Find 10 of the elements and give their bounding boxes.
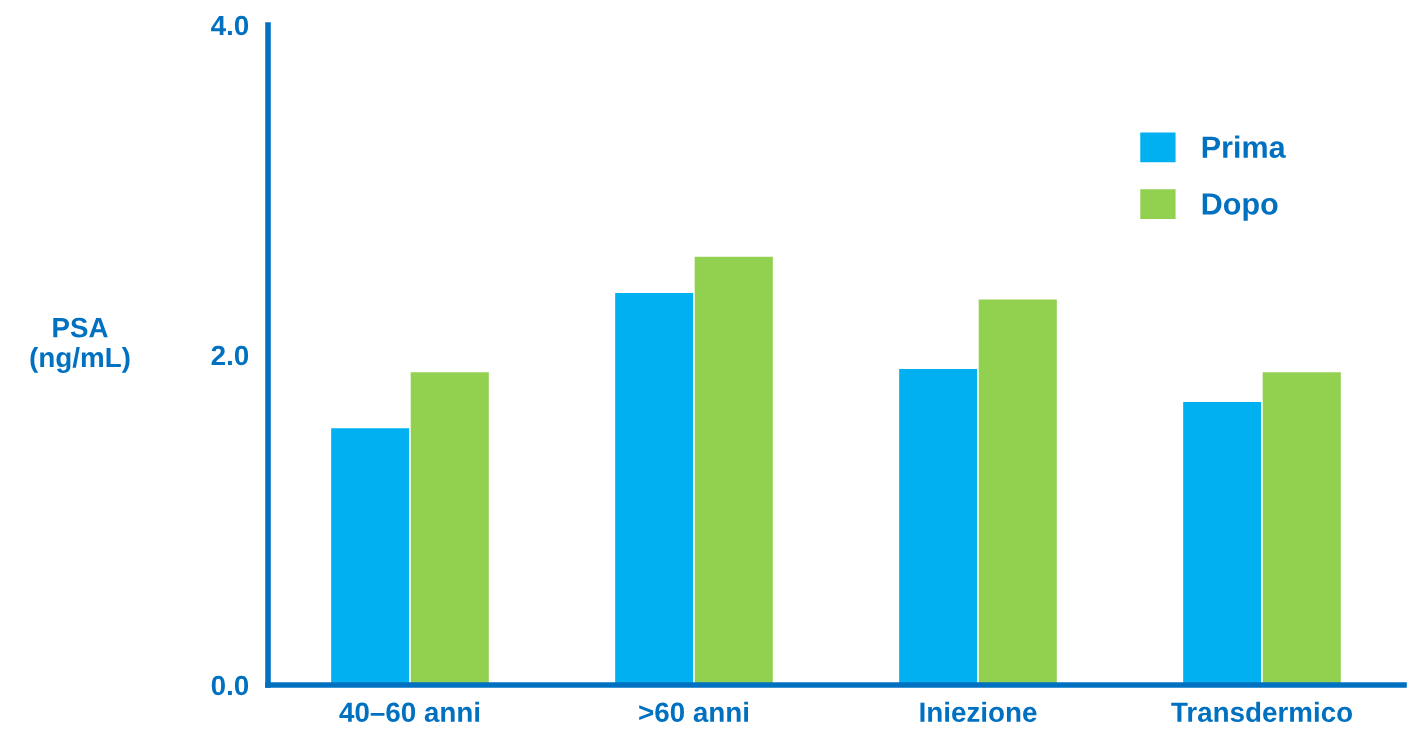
x-tick-label: Iniezione	[920, 701, 1037, 723]
y-axis-title: PSA (ng/mL)	[30, 317, 130, 373]
y-tick-label: 4.0	[211, 15, 249, 36]
legend-label: Prima	[1202, 135, 1286, 158]
x-tick-label: 40–60 anni	[339, 701, 480, 723]
x-tick-label: >60 anni	[639, 701, 749, 723]
legend-label: Dopo	[1202, 193, 1278, 221]
x-tick-label: Transdermico	[1171, 701, 1352, 723]
y-tick-label: 2.0	[211, 345, 249, 366]
y-tick-label: 0.0	[211, 675, 249, 696]
